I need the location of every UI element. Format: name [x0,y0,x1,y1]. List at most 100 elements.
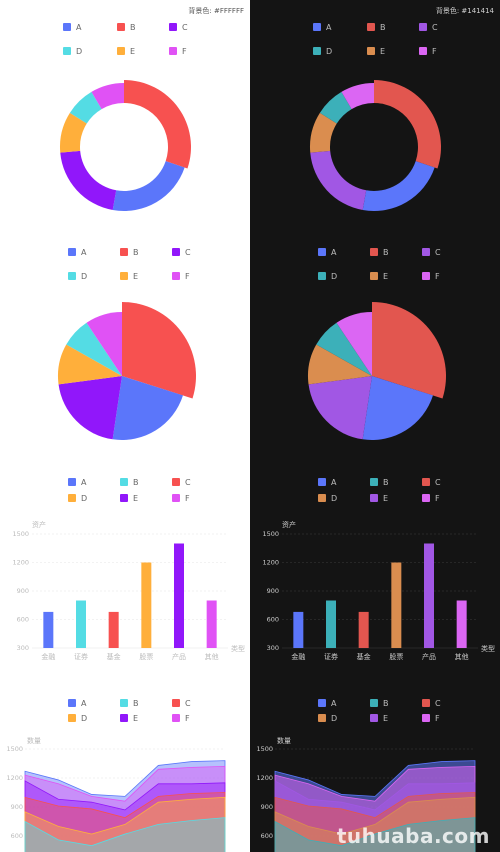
pie-legend-swatch-b [120,248,128,256]
donut-slice-b [374,80,441,169]
bar-y-tick: 600 [17,616,29,624]
bar-x-tick: 基金 [357,652,371,661]
bar-y-axis-title: 资产 [32,520,46,529]
donut-slice-c [60,150,117,210]
bar-legend-swatch-a [68,478,76,486]
donut-legend-label-e: E [380,47,385,56]
pie-legend-label-c: C [435,248,441,257]
area-series-6 [24,817,226,852]
area-y-tick: 1200 [256,774,273,782]
donut-slice-e [310,112,337,153]
area-legend-label-b: B [133,699,139,708]
pie-legend-swatch-d [68,272,76,280]
pie-legend-label-f: F [435,272,440,281]
bar-y-axis-title: 资产 [282,520,296,529]
pie-legend-label-c: C [185,248,191,257]
bar-x-axis-title: 类型 [481,644,495,653]
bar-legend-swatch-f [172,494,180,502]
area-legend-label-c: C [435,699,441,708]
area-legend-swatch-f [422,714,430,722]
pie-legend-swatch-c [172,248,180,256]
donut-slice-a [112,161,185,211]
area-series-6 [274,817,476,852]
bar-legend-label-a: A [81,478,87,487]
area-legend-label-d: D [81,714,87,723]
donut-legend-label-f: F [432,47,437,56]
pie-legend-label-d: D [331,272,337,281]
bar-1 [293,611,304,648]
bar-y-tick: 1500 [12,530,29,538]
bar-3 [358,611,369,648]
area-y-tick: 1500 [6,745,23,753]
area-legend-label-e: E [133,714,138,723]
pie-legend-swatch-b [370,248,378,256]
bar-legend-swatch-b [370,478,378,486]
bar-y-tick: 1200 [12,559,29,567]
pie-slice-f [336,312,372,376]
pie-legend-swatch-e [120,272,128,280]
donut-legend-label-b: B [130,23,136,32]
bar-3 [108,611,119,648]
light-panel: 背景色: #FFFFFF A B C D E F A B C D E F A B C D E F 资产 300 600 9… [6,7,245,852]
donut-legend-label-a: A [326,23,332,32]
bar-legend-label-a: A [331,478,337,487]
bar-y-tick: 900 [17,587,29,595]
area-legend-swatch-c [172,699,180,707]
pie-slice-f [86,312,122,376]
bar-legend-swatch-c [422,478,430,486]
bar-legend-swatch-e [120,494,128,502]
area-legend-swatch-f [172,714,180,722]
pie-legend-swatch-d [318,272,326,280]
donut-legend-label-a: A [76,23,82,32]
pie-legend-label-f: F [185,272,190,281]
bar-x-tick: 产品 [422,652,436,661]
pie-legend-swatch-a [68,248,76,256]
area-legend-swatch-a [68,699,76,707]
donut-slice-f [91,83,124,110]
area-legend-swatch-d [68,714,76,722]
bar-x-tick: 证券 [324,652,338,661]
area-legend-swatch-b [120,699,128,707]
area-y-axis-title: 数量 [27,736,41,745]
background-label-dark: 背景色: #141414 [435,7,494,15]
donut-legend-swatch-b [117,23,125,31]
area-legend-swatch-d [318,714,326,722]
charts-dark: A B C D E F A B C D E F A B C D E F 资产 300 600 900 1200 1500 金融 证… [256,23,495,852]
bar-legend-swatch-f [422,494,430,502]
pie-slice-c [58,376,122,440]
bar-legend-swatch-a [318,478,326,486]
area-legend-swatch-e [120,714,128,722]
bar-x-tick: 股票 [389,653,403,661]
bar-x-axis-title: 类型 [231,644,245,653]
bar-legend-label-b: B [133,478,139,487]
pie-legend-label-a: A [331,248,337,257]
pie-legend-label-e: E [133,272,138,281]
area-y-tick: 1500 [256,745,273,753]
bar-legend-label-f: F [185,494,190,503]
donut-legend-label-f: F [182,47,187,56]
donut-legend-label-d: D [76,47,82,56]
donut-legend-swatch-a [63,23,71,31]
area-y-tick: 600 [261,832,273,840]
bar-x-tick: 其他 [205,652,219,661]
area-legend-swatch-e [370,714,378,722]
bar-2 [76,600,86,648]
bar-y-tick: 300 [17,644,29,652]
bar-y-tick: 1500 [262,530,279,538]
pie-legend-swatch-f [172,272,180,280]
donut-legend-swatch-c [419,23,427,31]
bar-x-tick: 证券 [74,652,88,661]
charts-light: A B C D E F A B C D E F A B C D E F 资产 300 600 900 1200 1500 金融 证… [6,23,245,852]
bar-y-tick: 300 [267,644,279,652]
area-legend-label-a: A [81,699,87,708]
bar-legend-label-d: D [81,494,87,503]
dark-panel: 背景色: #141414 A B C D E F A B C D E F A B C D E F 资产 300 600 9… [250,0,500,852]
bar-1 [43,611,54,648]
bar-legend-swatch-b [120,478,128,486]
area-legend-swatch-c [422,699,430,707]
pie-legend-label-b: B [133,248,139,257]
bar-x-tick: 股票 [139,653,153,661]
pie-legend-label-b: B [383,248,389,257]
donut-legend-label-b: B [380,23,386,32]
donut-legend-swatch-d [313,47,321,55]
